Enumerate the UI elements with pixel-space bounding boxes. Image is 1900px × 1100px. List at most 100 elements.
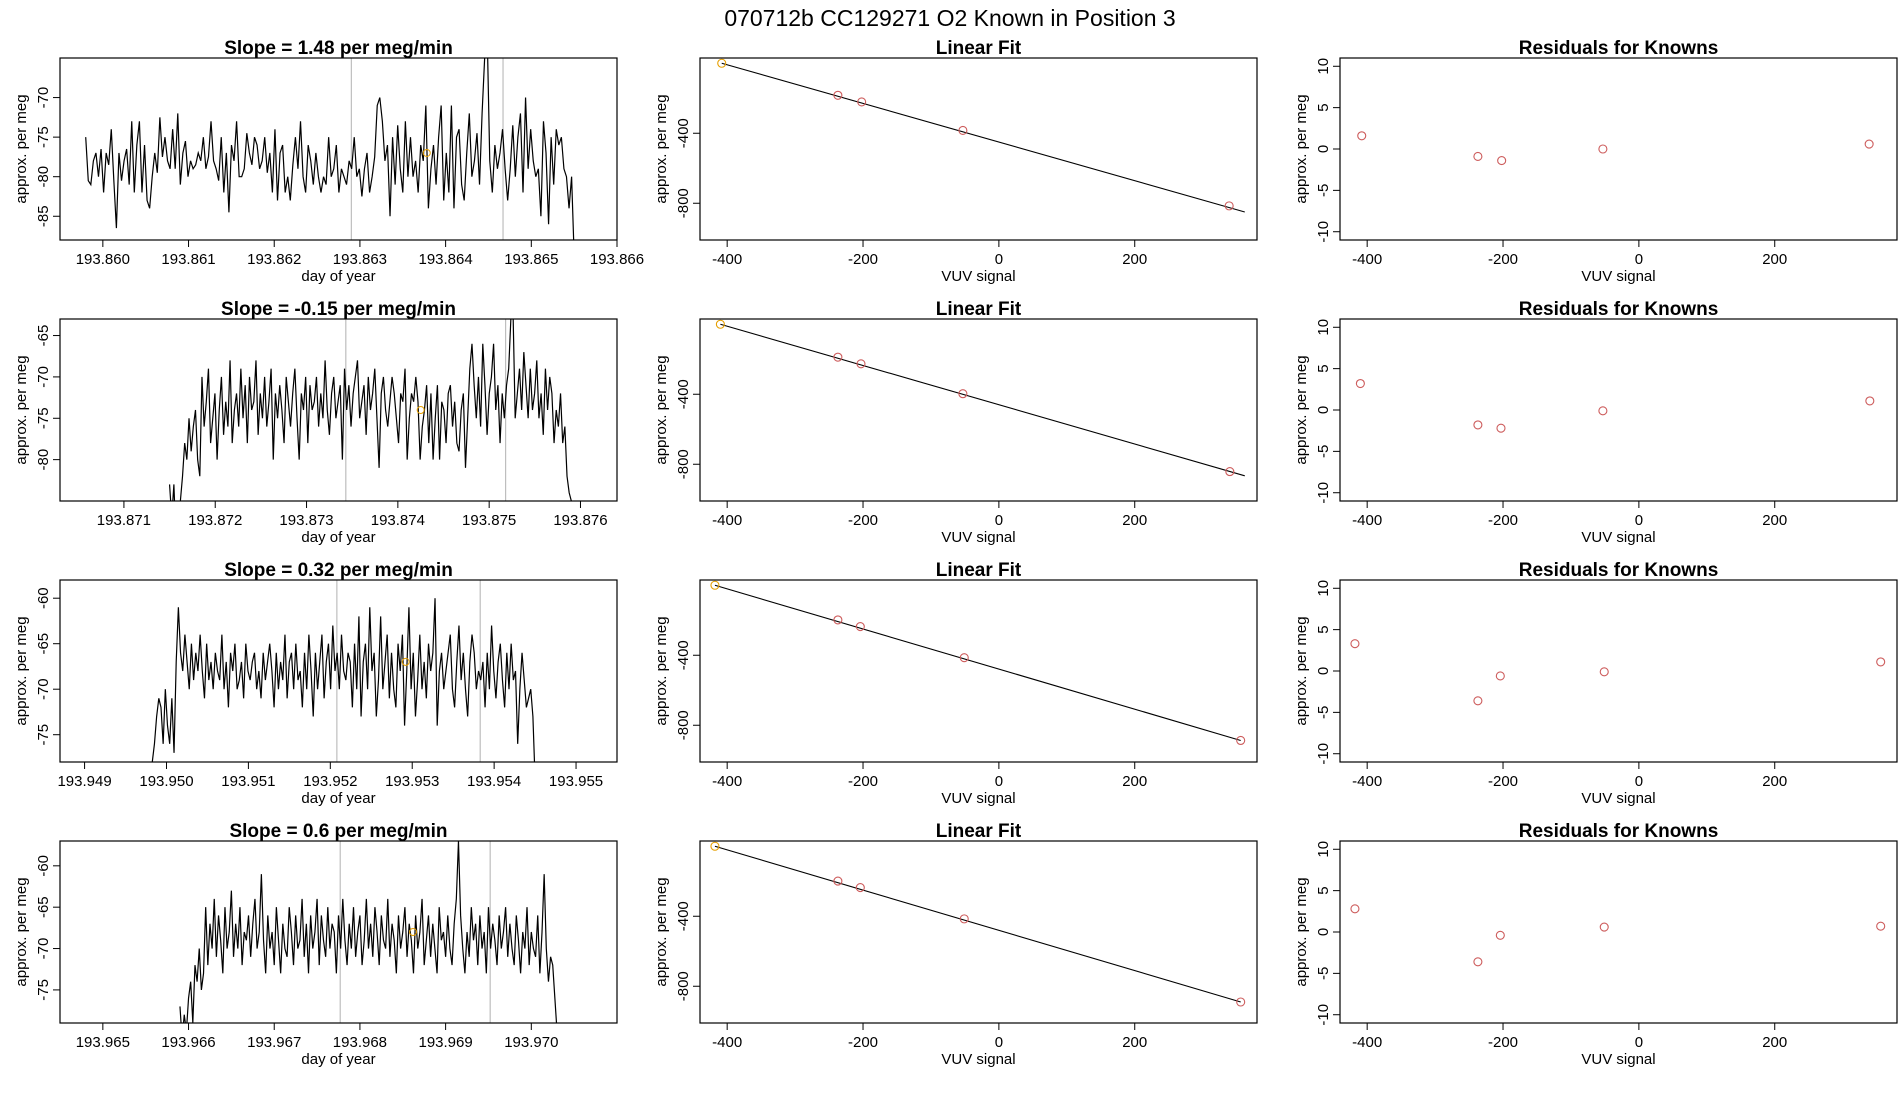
plot-area [179,841,558,1023]
panel-r3-c3: Residuals for Knowns -400 -200 0 200 -10 -5 0 5 1… [1293,560,1898,807]
highlight-point [422,148,431,157]
x-tick-label: 200 [1762,773,1787,790]
y-tick-label: -10 [1315,482,1332,504]
y-tick-label: 10 [1315,319,1332,336]
y-axis-label: approx. per meg [1293,355,1310,464]
data-point [1495,671,1505,681]
y-tick-label: -65 [35,633,52,655]
y-axis-label: approx. per meg [653,355,670,464]
x-tick-label: 193.873 [279,512,333,529]
panel-r1-c1: Slope = 1.48 per meg/min 193.860 193.861 19… [13,38,644,285]
x-tick-label: 0 [1635,512,1643,529]
x-tick-label: 193.955 [549,773,603,790]
data-point [1224,201,1234,211]
x-tick-label: 193.966 [161,1034,215,1051]
x-tick-label: -400 [1352,773,1382,790]
y-tick-label: 5 [1315,364,1332,372]
data-point [856,359,866,369]
y-tick-label: -400 [675,118,692,148]
x-tick-label: 193.865 [504,251,558,268]
panel-title: Residuals for Knowns [1519,560,1719,581]
y-tick-label: -400 [675,640,692,670]
x-tick-label: 0 [995,773,1003,790]
plot-area [151,580,536,762]
x-tick-label: -200 [1488,251,1518,268]
x-tick-label: 200 [1762,1034,1787,1051]
x-tick-label: 200 [1122,251,1147,268]
fit-line [714,584,1241,742]
y-axis-label: approx. per meg [653,94,670,203]
x-tick-label: -400 [712,512,742,529]
x-tick-label: 193.965 [76,1034,130,1051]
panel-r2-c2: Linear Fit -400 -200 0 200 -800 -400 VUV signal… [653,299,1258,546]
x-tick-label: -200 [1488,1034,1518,1051]
x-tick-label: -200 [848,251,878,268]
x-tick-label: 193.874 [371,512,425,529]
x-tick-label: 200 [1122,512,1147,529]
y-axis-label: approx. per meg [653,616,670,725]
data-point [833,876,843,886]
x-tick-label: -200 [848,512,878,529]
data-point [1355,378,1365,389]
panel-title: Slope = 1.48 per meg/min [224,38,453,59]
x-tick-label: 200 [1122,1034,1147,1051]
x-axis-label: VUV signal [941,529,1015,546]
data-point [1876,921,1886,931]
x-tick-label: -400 [1352,512,1382,529]
data-point [1225,467,1235,477]
x-tick-label: 200 [1762,251,1787,268]
y-tick-label: 5 [1315,103,1332,111]
plot-area [717,58,1245,213]
x-tick-label: -400 [712,773,742,790]
data-point [958,125,968,135]
x-tick-label: 193.866 [590,251,644,268]
x-tick-label: 0 [1635,1034,1643,1051]
data-point [1350,639,1360,649]
plot-frame [1339,579,1898,763]
data-point [1864,139,1874,149]
y-tick-label: -800 [675,971,692,1001]
y-tick-label: -65 [35,325,52,347]
data-point [1496,423,1506,433]
y-tick-label: -5 [1315,445,1332,458]
x-tick-label: -400 [1352,1034,1382,1051]
plot-frame [699,840,1258,1024]
x-tick-label: 193.967 [247,1034,301,1051]
data-point [1598,144,1608,154]
x-axis-label: day of year [301,790,375,807]
x-axis-label: VUV signal [941,790,1015,807]
x-tick-label: 193.951 [221,773,275,790]
y-tick-label: -10 [1315,1004,1332,1026]
plot-frame [1339,57,1898,241]
y-tick-label: -5 [1315,967,1332,980]
y-axis-label: approx. per meg [653,877,670,986]
x-axis-label: day of year [301,1051,375,1068]
y-tick-label: -800 [675,188,692,218]
y-tick-label: -70 [35,938,52,960]
highlight-point [401,657,410,666]
data-point [855,882,865,893]
plot-frame [59,579,618,763]
plot-area [710,580,1246,746]
data-point [1876,657,1886,667]
data-point [959,914,969,924]
y-axis-label: approx. per meg [1293,877,1310,986]
x-tick-label: -200 [848,773,878,790]
data-point [1473,151,1483,161]
y-tick-label: -400 [675,901,692,931]
series-line [151,598,536,762]
data-point [857,97,867,107]
panel-title: Linear Fit [936,560,1022,581]
y-tick-label: -75 [35,979,52,1001]
y-tick-label: -70 [35,678,52,700]
x-axis-label: day of year [301,529,375,546]
panel-r3-c2: Linear Fit -400 -200 0 200 -800 -400 VUV signal… [653,560,1258,807]
data-point [1473,420,1483,430]
panel-r4-c2: Linear Fit -400 -200 0 200 -800 -400 VUV signal… [653,821,1258,1068]
data-point [1598,406,1608,416]
y-tick-label: -70 [35,87,52,109]
y-tick-label: -75 [35,407,52,429]
panels: Slope = 1.48 per meg/min 193.860 193.861 19… [13,38,1898,1068]
panel-r2-c1: Slope = -0.15 per meg/min 193.871 193.872 1… [13,299,618,546]
